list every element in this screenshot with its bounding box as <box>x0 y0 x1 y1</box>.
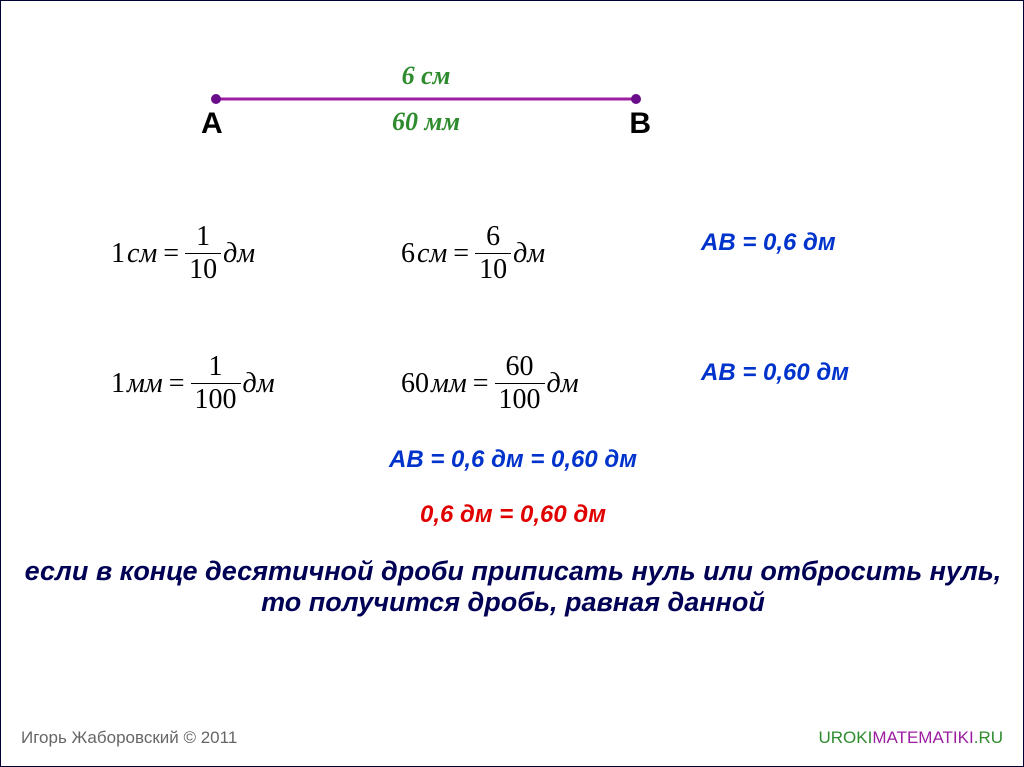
eq-lhs: 60 <box>401 368 429 400</box>
site-part3: .RU <box>974 728 1003 747</box>
measure-cm: 6 см <box>201 61 651 91</box>
equation-60mm: 60мм = 60100 дм <box>401 351 579 416</box>
fraction: 1100 <box>191 351 241 416</box>
fraction: 610 <box>475 221 511 286</box>
eq-lhs: 1 <box>111 238 125 270</box>
eq-lhs-unit: см <box>417 238 447 270</box>
point-a-label: А <box>201 107 223 141</box>
site-part2: MATEMATIKI <box>872 728 973 747</box>
eq-lhs-unit: мм <box>431 368 467 400</box>
result-ab-060: АВ = 0,60 дм <box>701 359 849 387</box>
result-combined: АВ = 0,6 дм = 0,60 дм <box>1 446 1024 474</box>
eq-rhs-unit: дм <box>513 238 545 270</box>
equation-1cm: 1см = 110 дм <box>111 221 255 286</box>
point-b-label: В <box>629 107 651 141</box>
result-equality: 0,6 дм = 0,60 дм <box>1 501 1024 529</box>
site-part1: UROKI <box>819 728 873 747</box>
result-ab-06: АВ = 0,6 дм <box>701 229 836 257</box>
eq-lhs: 1 <box>111 368 125 400</box>
eq-rhs-unit: дм <box>223 238 255 270</box>
fraction: 60100 <box>495 351 545 416</box>
equation-1mm: 1мм = 1100 дм <box>111 351 275 416</box>
rule-text: если в конце десятичной дроби приписать … <box>23 556 1003 618</box>
fraction: 110 <box>185 221 221 286</box>
segment-diagram: 6 см А 60 мм В <box>201 61 651 141</box>
eq-rhs-unit: дм <box>547 368 579 400</box>
eq-rhs-unit: дм <box>243 368 275 400</box>
segment-line <box>206 91 646 107</box>
eq-lhs-unit: мм <box>127 368 163 400</box>
eq-lhs: 6 <box>401 238 415 270</box>
site-link[interactable]: UROKIMATEMATIKI.RU <box>819 728 1004 748</box>
measure-mm: 60 мм <box>392 107 460 137</box>
author-credit: Игорь Жаборовский © 2011 <box>21 728 237 748</box>
equation-6cm: 6см = 610 дм <box>401 221 545 286</box>
eq-lhs-unit: см <box>127 238 157 270</box>
